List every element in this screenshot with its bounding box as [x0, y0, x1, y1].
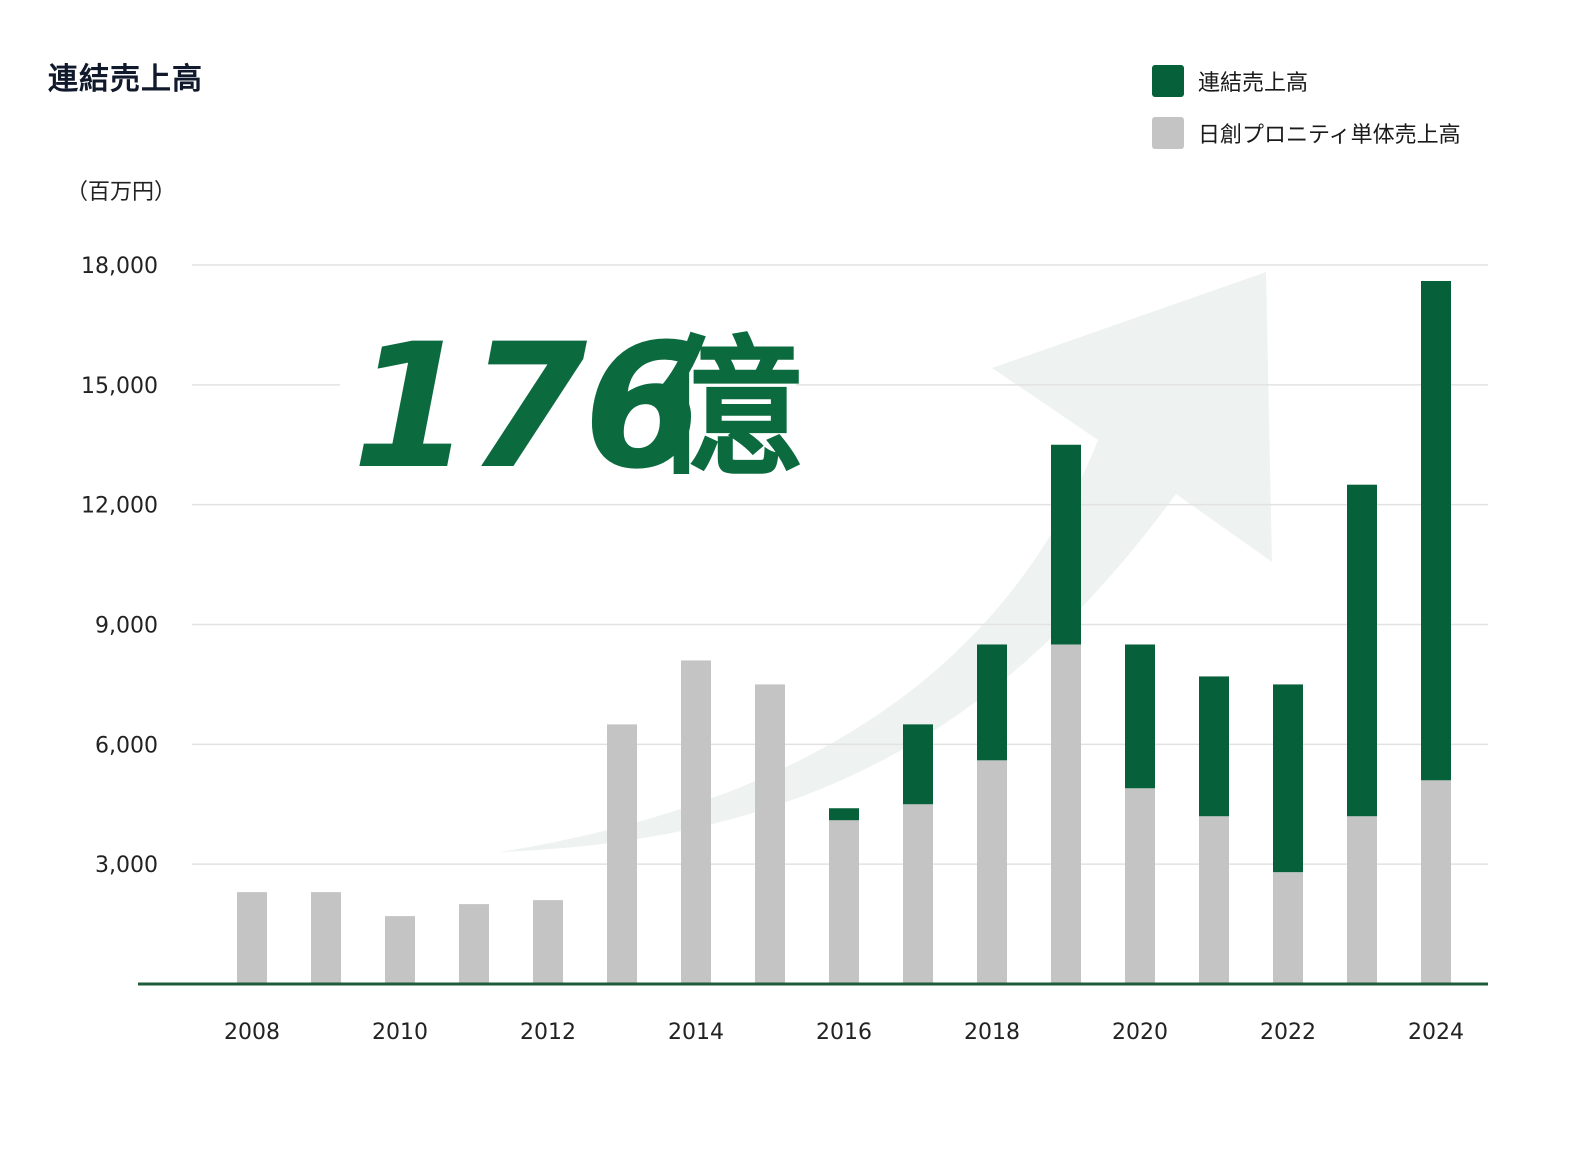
x-tick-label-2020: 2020	[1112, 1020, 1168, 1045]
bar-standalone-2020	[1125, 788, 1155, 984]
bar-consolidated-2016	[829, 808, 859, 821]
legend-swatch-consolidated	[1152, 65, 1184, 97]
bar-standalone-2008	[237, 892, 267, 984]
legend-item-standalone: 日創プロニティ単体売上高	[1152, 116, 1461, 150]
bar-standalone-2016	[829, 820, 859, 984]
bar-standalone-2011	[459, 904, 489, 984]
bar-standalone-2013	[607, 724, 637, 984]
bar-consolidated-2024	[1421, 280, 1451, 781]
y-axis-unit-label: （百万円）	[66, 180, 177, 205]
y-tick-label-9000: 9,000	[95, 614, 158, 639]
y-tick-label-12000: 12,000	[81, 494, 158, 519]
bar-standalone-2012	[533, 900, 563, 984]
bar-standalone-2015	[755, 684, 785, 984]
y-axis-ticks: 3,000 6,000 9,000 12,000 15,000 18,000	[81, 254, 158, 878]
x-tick-label-2024: 2024	[1408, 1020, 1464, 1045]
bar-standalone-2019	[1051, 644, 1081, 984]
x-tick-label-2010: 2010	[372, 1020, 428, 1045]
legend-swatch-standalone	[1152, 117, 1184, 149]
x-tick-label-2016: 2016	[816, 1020, 872, 1045]
legend-label-standalone: 日創プロニティ単体売上高	[1198, 123, 1461, 148]
bars	[237, 280, 1451, 984]
highlight-suffix: 億	[652, 322, 802, 496]
bar-consolidated-2020	[1125, 644, 1155, 789]
bar-consolidated-2021	[1199, 676, 1229, 817]
growth-arrow	[500, 272, 1272, 852]
x-axis-ticks: 2008 2010 2012 2014 2016 2018 2020 2022 2024	[224, 1020, 1464, 1045]
x-tick-label-2014: 2014	[668, 1020, 724, 1045]
x-tick-label-2022: 2022	[1260, 1020, 1316, 1045]
y-tick-label-18000: 18,000	[81, 254, 158, 279]
x-tick-label-2012: 2012	[520, 1020, 576, 1045]
bar-standalone-2009	[311, 892, 341, 984]
bar-standalone-2023	[1347, 816, 1377, 984]
bar-standalone-2017	[903, 804, 933, 984]
x-tick-label-2008: 2008	[224, 1020, 280, 1045]
highlight-number: 176	[352, 306, 699, 507]
bar-consolidated-2017	[903, 724, 933, 805]
gridlines	[192, 264, 1488, 865]
bar-standalone-2010	[385, 916, 415, 984]
bar-consolidated-2019	[1051, 444, 1081, 645]
legend: 連結売上高 日創プロニティ単体売上高	[1152, 64, 1461, 168]
bar-consolidated-2023	[1347, 484, 1377, 817]
chart-card: 連結売上高 （百万円） 連結売上高 日創プロニティ単体売上高 3,000 6,00…	[48, 62, 1488, 1045]
growth-arrow-shape	[500, 272, 1272, 852]
x-tick-label-2018: 2018	[964, 1020, 1020, 1045]
y-tick-label-3000: 3,000	[95, 853, 158, 878]
bar-standalone-2022	[1273, 872, 1303, 984]
bar-consolidated-2018	[977, 644, 1007, 761]
bar-standalone-2014	[681, 660, 711, 984]
bar-standalone-2021	[1199, 816, 1229, 984]
legend-item-consolidated: 連結売上高	[1152, 64, 1461, 98]
y-tick-label-15000: 15,000	[81, 374, 158, 399]
bar-consolidated-2022	[1273, 684, 1303, 873]
bar-standalone-2024	[1421, 780, 1451, 984]
legend-label-consolidated: 連結売上高	[1198, 71, 1309, 96]
bar-standalone-2018	[977, 760, 1007, 984]
highlight-backdrop	[340, 300, 796, 490]
y-tick-label-6000: 6,000	[95, 733, 158, 758]
chart-title: 連結売上高	[48, 62, 203, 97]
